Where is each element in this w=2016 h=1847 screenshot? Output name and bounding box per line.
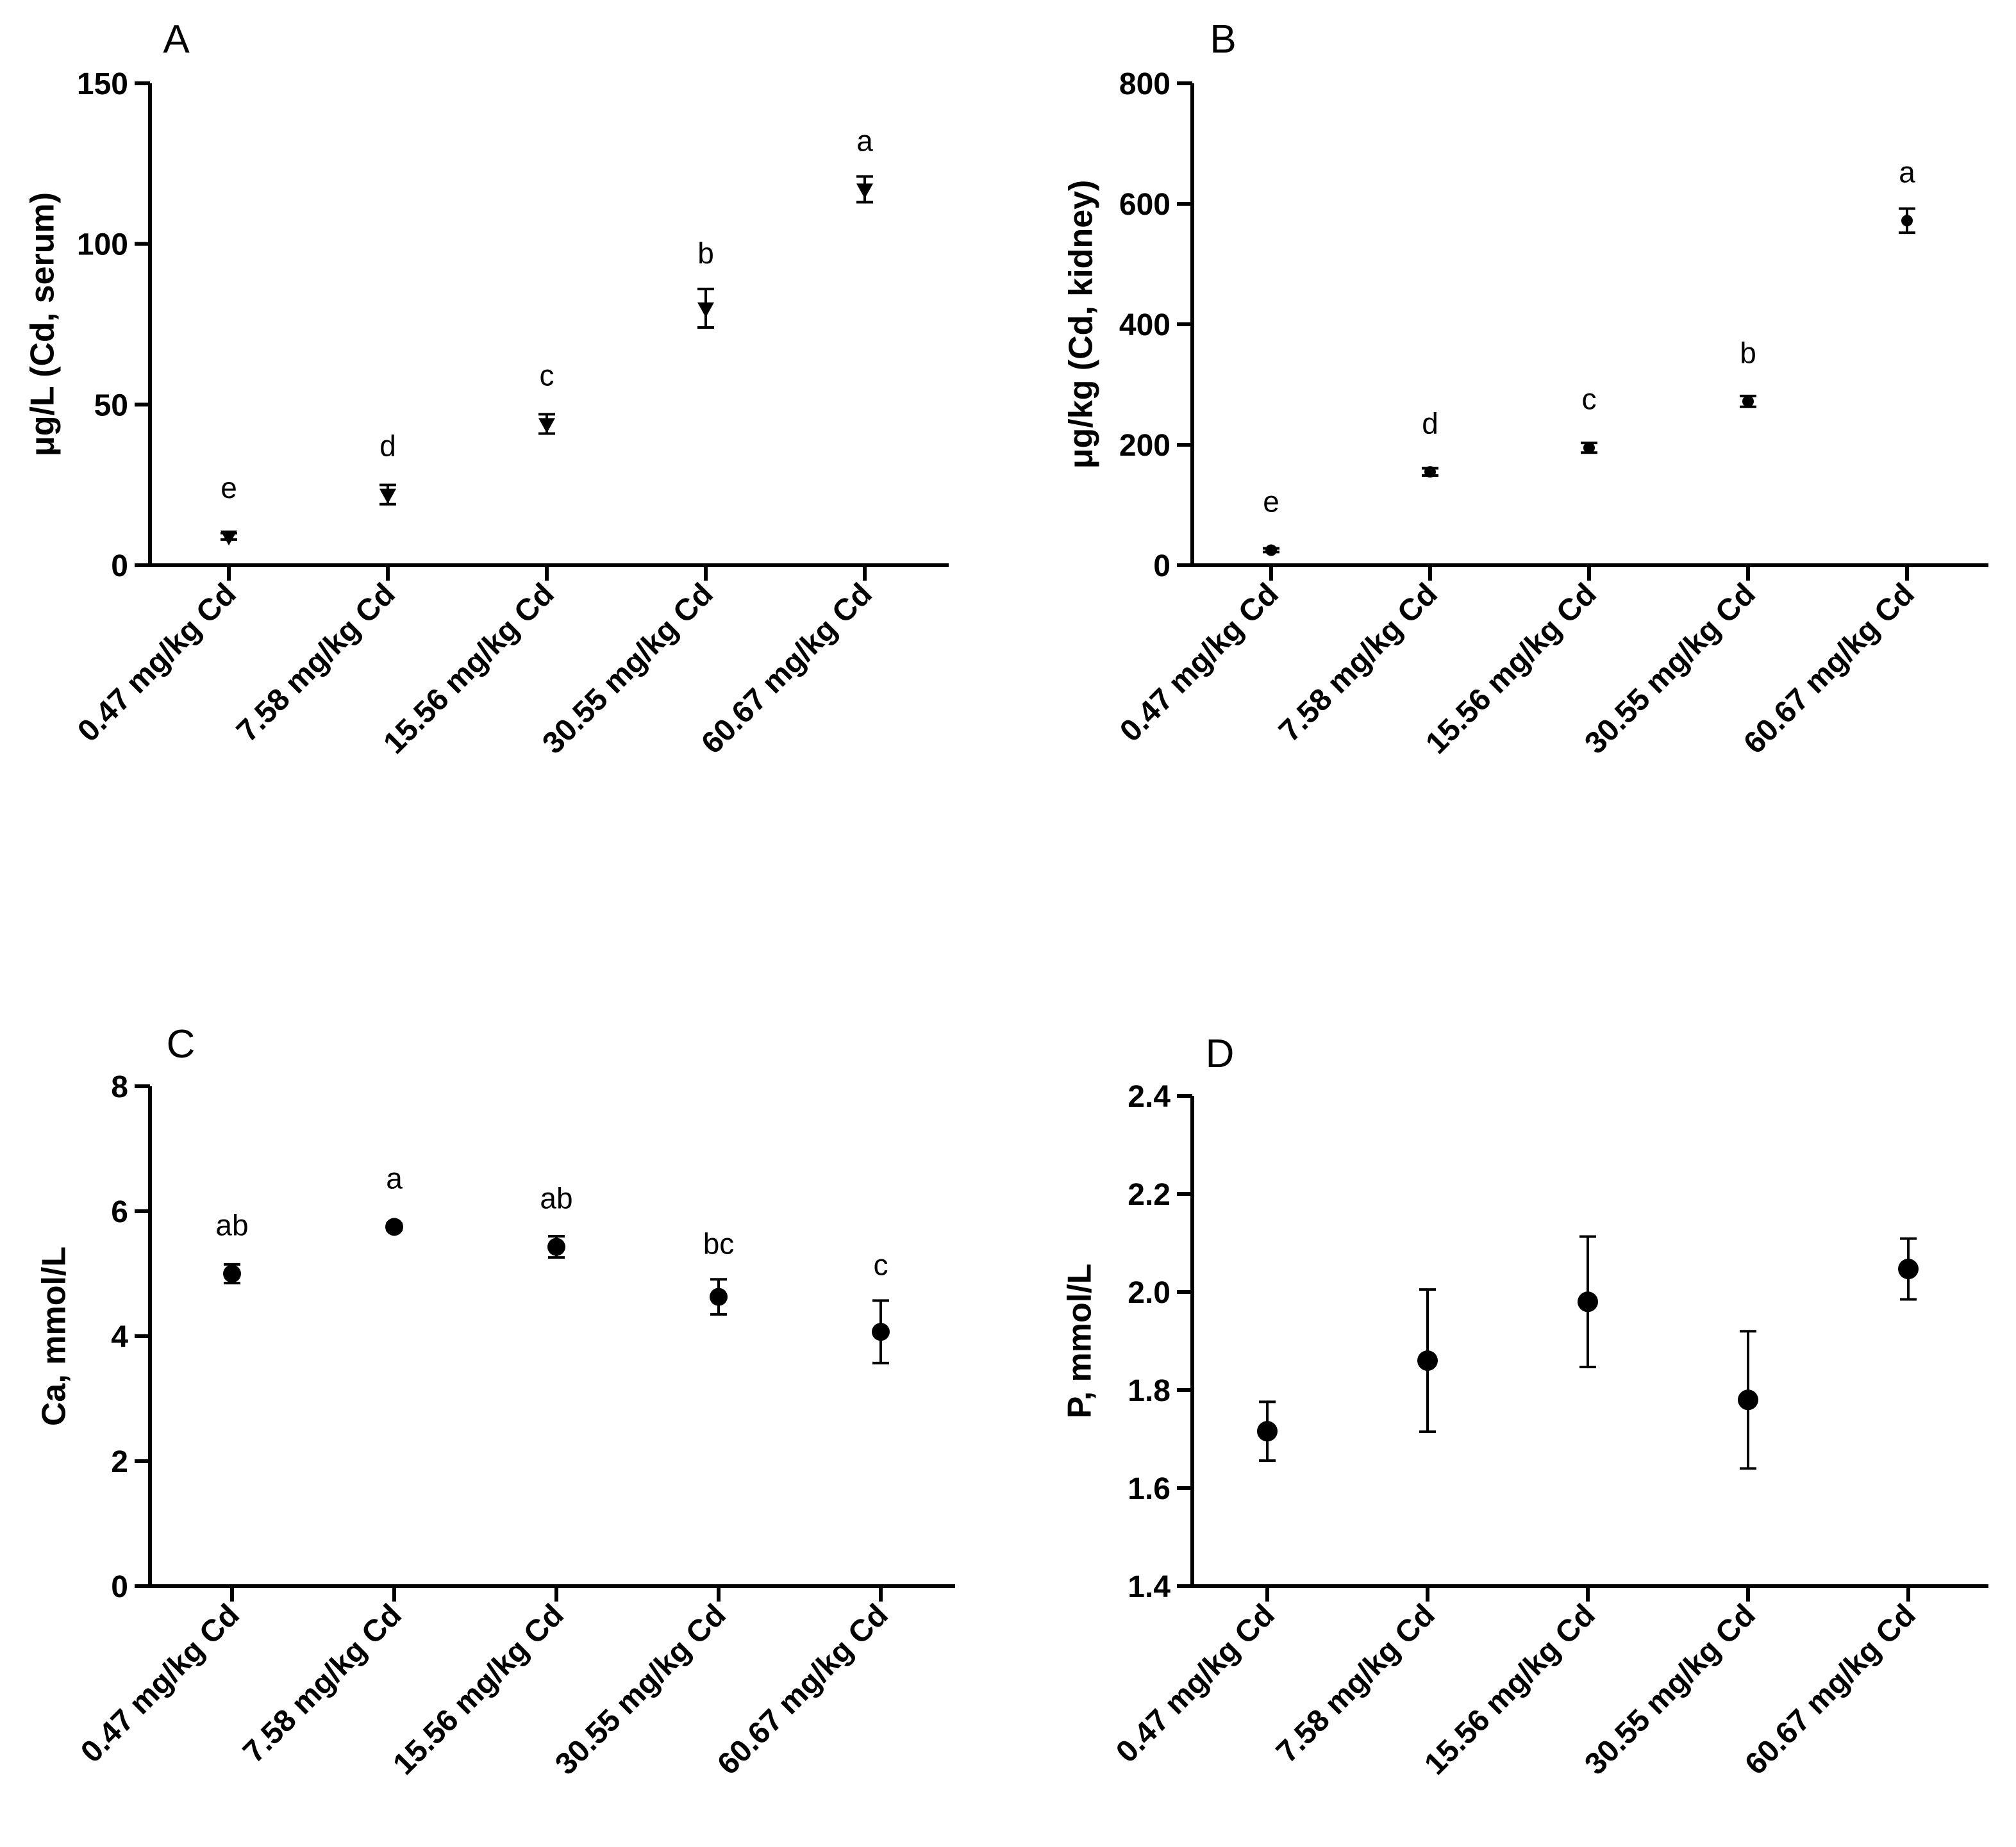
significance-letter: e [1263,485,1279,518]
y-tick-label: 1.8 [1128,1374,1170,1408]
y-tick-label: 0 [111,549,128,583]
data-point [223,1264,241,1283]
x-tick-label: 15.56 mg/kg Cd [387,1598,570,1781]
significance-letter: b [1740,336,1756,369]
data-point [1738,1389,1758,1411]
x-tick-label: 15.56 mg/kg Cd [1418,1598,1601,1781]
y-axis-label: P, mmol/L [1062,1264,1099,1419]
y-tick-label: 2 [111,1445,128,1479]
data-point [1417,1350,1438,1371]
x-tick-label: 7.58 mg/kg Cd [1272,577,1444,749]
significance-letter: d [379,429,396,463]
y-tick-label: 2.4 [1128,1080,1170,1114]
x-tick-label: 60.67 mg/kg Cd [1737,577,1920,760]
x-tick-label: 0.47 mg/kg Cd [74,1598,246,1769]
data-point [547,1238,565,1256]
data-point [1898,1259,1919,1280]
y-tick-label: 6 [111,1195,128,1229]
significance-letter: b [697,236,714,270]
data-point [379,488,396,504]
x-tick-label: 7.58 mg/kg Cd [237,1598,408,1769]
y-tick-label: 0 [1153,549,1170,583]
x-tick-label: 15.56 mg/kg Cd [377,577,560,760]
y-tick-label: 600 [1119,188,1170,222]
panel-letter: C [167,1022,196,1066]
y-tick-label: 100 [77,228,128,262]
panel-letter: B [1210,17,1236,62]
data-point [697,302,714,318]
panel-c: C 0 2 4 6 8 Ca, mmol/L 0.47 mg/kg Cd7.58 mg/kg … [36,1022,955,1782]
panel-letter: D [1206,1032,1235,1076]
data-point [1901,215,1913,227]
y-tick-label: 2.0 [1128,1276,1170,1310]
x-tick-label: 60.67 mg/kg Cd [1738,1598,1922,1781]
y-tick-label: 200 [1119,429,1170,463]
y-tick-label: 150 [77,67,128,101]
x-tick-label: 30.55 mg/kg Cd [549,1598,732,1781]
data-point [1583,442,1595,454]
y-axis-label: μg/L (Cd, serum) [24,192,62,456]
significance-letter: c [1582,383,1597,416]
x-tick-label: 0.47 mg/kg Cd [1110,1598,1281,1769]
data-point [1742,395,1754,408]
significance-letter: ab [215,1209,248,1242]
x-tick-label: 60.67 mg/kg Cd [695,577,878,760]
panel-letter: A [163,17,190,62]
data-point [1424,466,1436,478]
data-point [1578,1291,1598,1313]
x-tick-label: 30.55 mg/kg Cd [1578,577,1762,760]
significance-letter: c [874,1248,888,1281]
panel-d: D 1.4 1.6 1.8 2.0 2.2 2.4 P, mmol/L 0.47 mg/kg C… [1062,1032,1988,1782]
data-point [221,530,237,546]
y-tick-label: 2.2 [1128,1178,1170,1212]
x-tick-label: 15.56 mg/kg Cd [1419,577,1603,760]
y-tick-label: 50 [94,388,128,422]
significance-letter: bc [703,1227,735,1260]
significance-letter: a [386,1161,403,1195]
data-point [538,418,555,433]
significance-letter: e [221,471,237,504]
x-tick-label: 0.47 mg/kg Cd [1113,577,1285,749]
x-tick-label: 0.47 mg/kg Cd [71,577,243,749]
data-point [856,183,873,199]
y-tick-label: 400 [1119,308,1170,342]
data-point [385,1218,403,1236]
x-tick-label: 60.67 mg/kg Cd [711,1598,894,1781]
significance-letter: a [1899,155,1915,188]
significance-letter: a [856,124,873,157]
data-point [1265,544,1277,556]
panel-a: A 0 50 100 150 μg/L (Cd, serum) 0.47 mg/kg Cd7… [24,17,949,761]
y-tick-label: 4 [111,1320,128,1354]
significance-letter: ab [540,1182,572,1215]
y-tick-label: 8 [111,1070,128,1104]
y-tick-label: 1.4 [1128,1570,1170,1604]
significance-letter: d [1422,406,1438,440]
panel-b: B 0 200 400 600 800 μg/kg (Cd, kidney) 0.47 mg/… [1063,17,1988,761]
data-point [710,1288,728,1306]
x-tick-label: 7.58 mg/kg Cd [230,577,402,749]
data-point [872,1323,890,1341]
y-tick-label: 1.6 [1128,1472,1170,1506]
y-axis-label: Ca, mmol/L [36,1247,73,1426]
significance-letter: c [540,358,554,392]
data-point [1257,1421,1278,1442]
y-tick-label: 800 [1119,67,1170,101]
y-axis-label: μg/kg (Cd, kidney) [1063,180,1100,469]
x-tick-label: 7.58 mg/kg Cd [1270,1598,1442,1769]
y-tick-label: 0 [111,1570,128,1604]
x-tick-label: 30.55 mg/kg Cd [536,577,719,760]
x-tick-label: 30.55 mg/kg Cd [1578,1598,1762,1781]
